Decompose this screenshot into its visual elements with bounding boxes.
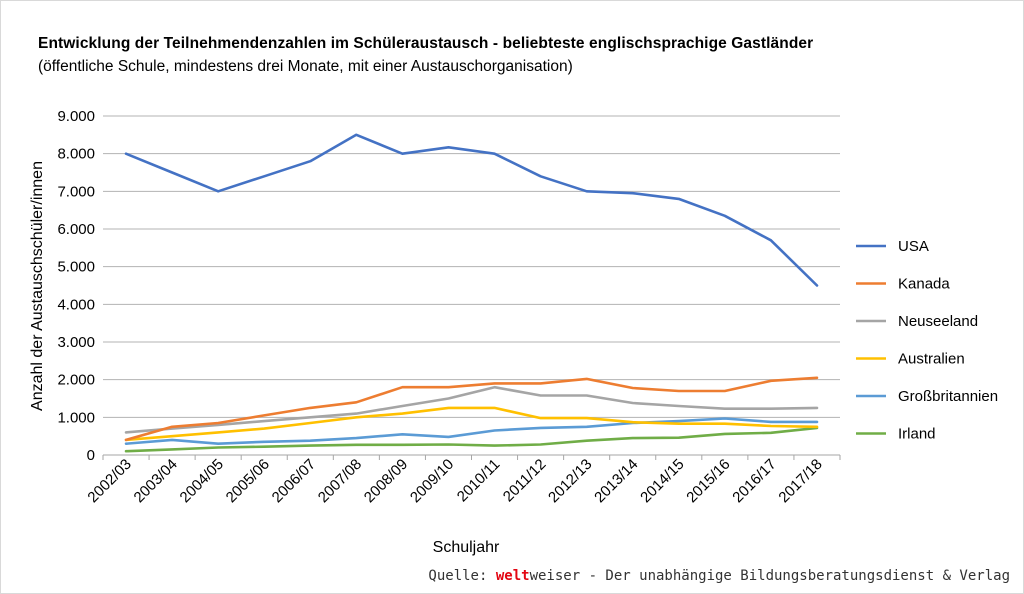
source-rest: weiser - Der unabhängige Bildungsberatun… xyxy=(529,568,1010,584)
x-tick-label: 2010/11 xyxy=(454,456,504,506)
series-line-irland xyxy=(124,426,819,453)
x-tick-label: 2015/16 xyxy=(683,456,733,506)
x-tick-label: 2004/05 xyxy=(177,456,227,506)
y-tick-label: 1.000 xyxy=(57,409,95,426)
x-tick-label: 2009/10 xyxy=(407,456,457,506)
source-note: Quelle: weltweiser - Der unabhängige Bil… xyxy=(428,568,1010,584)
x-axis-label: Schuljahr xyxy=(433,539,500,556)
y-tick-label: 6.000 xyxy=(57,221,95,238)
x-tick-label: 2006/07 xyxy=(269,456,319,506)
source-brand: welt xyxy=(495,568,530,584)
chart-title: Entwicklung der Teilnehmendenzahlen im S… xyxy=(38,35,814,52)
legend-label: Kanada xyxy=(898,276,950,293)
y-tick-label: 3.000 xyxy=(57,334,95,351)
y-tick-label: 0 xyxy=(87,447,95,464)
x-tick-label: 2014/15 xyxy=(637,456,687,506)
series-line-gro-britannien xyxy=(124,417,819,446)
series-line-neuseeland xyxy=(124,385,819,434)
x-tick-labels: 2002/032003/042004/052005/062006/072007/… xyxy=(84,456,825,506)
x-tick-label: 2007/08 xyxy=(315,456,365,506)
legend-label: USA xyxy=(898,238,929,255)
x-tick-label: 2005/06 xyxy=(223,456,273,506)
x-tick-label: 2017/18 xyxy=(775,456,825,506)
legend-label: Australien xyxy=(898,351,965,368)
legend-label: Irland xyxy=(898,426,936,443)
series-lines xyxy=(124,133,819,453)
series-line-kanada xyxy=(124,376,819,442)
x-tick-label: 2012/13 xyxy=(545,456,595,506)
y-tick-label: 7.000 xyxy=(57,183,95,200)
x-tick-label: 2011/12 xyxy=(500,456,550,506)
legend-label: Neuseeland xyxy=(898,313,978,330)
y-tick-label: 4.000 xyxy=(57,296,95,313)
series-line-australien xyxy=(124,406,819,442)
series-line-usa xyxy=(124,133,819,287)
x-tick-label: 2013/14 xyxy=(591,456,641,506)
x-tick-label: 2003/04 xyxy=(131,456,181,506)
y-tick-labels: 0 1.000 2.000 3.000 4.000 5.000 6.000 7.000 8.00… xyxy=(57,108,95,464)
y-tick-label: 9.000 xyxy=(57,108,95,125)
y-tick-label: 5.000 xyxy=(57,259,95,276)
y-tick-label: 2.000 xyxy=(57,372,95,389)
source-prefix: Quelle: xyxy=(428,568,496,584)
gridlines xyxy=(102,115,841,460)
y-tick-label: 8.000 xyxy=(57,146,95,163)
legend-label: Großbritannien xyxy=(898,388,998,405)
x-tick-label: 2016/17 xyxy=(729,456,779,506)
chart-subtitle: (öffentliche Schule, mindestens drei Mon… xyxy=(38,58,573,75)
y-axis-label: Anzahl der Austauschschüler/innen xyxy=(29,161,46,411)
legend: USA Kanada Neuseeland Australien Großbritann… xyxy=(856,238,998,443)
x-tick-label: 2008/09 xyxy=(361,456,411,506)
